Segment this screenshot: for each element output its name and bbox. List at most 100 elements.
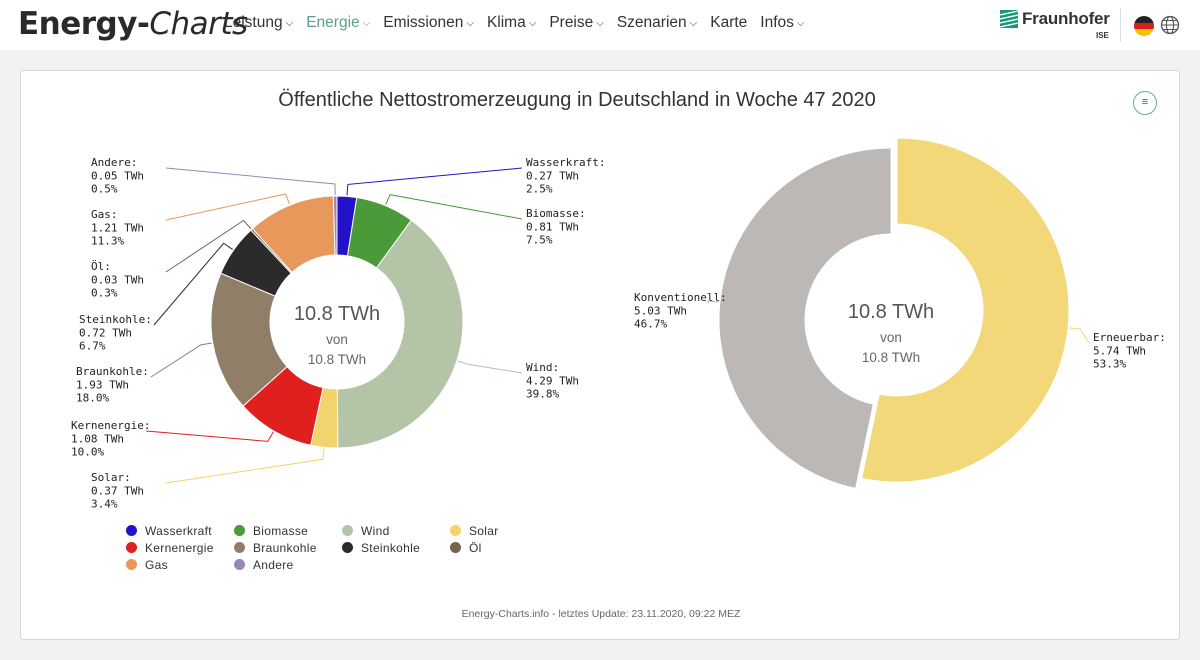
nav-item-szenarien[interactable]: Szenarien ⌵ — [617, 14, 697, 32]
legend-label: Öl — [469, 541, 482, 555]
legend-item-solar[interactable]: Solar — [450, 524, 499, 538]
nav-item-klima[interactable]: Klima ⌵ — [487, 14, 536, 32]
chevron-down-icon: ⌵ — [466, 18, 474, 29]
center-total: 10.8 TWh — [308, 352, 366, 367]
chevron-down-icon: ⌵ — [528, 18, 537, 29]
legend-item-kernenergie[interactable]: Kernenergie — [126, 541, 214, 555]
connector-konventionell — [707, 300, 719, 304]
pie-slice-andere[interactable] — [332, 195, 338, 256]
globe-icon[interactable] — [1160, 15, 1180, 35]
chevron-down-icon: ⌵ — [362, 18, 371, 29]
legend-swatch — [126, 559, 137, 570]
legend-item-wind[interactable]: Wind — [342, 524, 390, 538]
logo-part-charts: Charts — [149, 6, 248, 42]
data-label-line: Solar: — [91, 471, 131, 484]
data-label-line: Braunkohle: — [76, 365, 149, 378]
nav-label: Karte — [710, 14, 748, 31]
fraunhofer-sub: ISE — [1096, 31, 1109, 40]
chevron-down-icon: ⌵ — [689, 18, 698, 29]
legend-swatch — [342, 542, 353, 553]
connector-biomasse — [385, 194, 523, 220]
legend-label: Braunkohle — [253, 541, 317, 555]
legend-swatch — [450, 542, 461, 553]
charts-canvas: Wasserkraft: 0.27 TWh 2.5% Biomasse: 0.81 TW… — [71, 137, 1166, 511]
center-value: 10.8 TWh — [848, 301, 934, 323]
data-label-line: Konventionell: — [634, 291, 727, 304]
data-label-line: 4.29 TWh — [526, 374, 579, 387]
data-label-biomasse: Biomasse: 0.81 TWh 7.5% — [526, 207, 586, 247]
data-label-line: Kernenergie: — [71, 419, 150, 432]
chevron-down-icon: ⌵ — [596, 18, 604, 29]
data-label-line: Biomasse: — [526, 207, 586, 220]
data-label-line: 2.5% — [526, 183, 553, 196]
chevron-down-icon: ⌵ — [796, 18, 805, 29]
logo-part-energy: Energy- — [18, 6, 150, 42]
fraunhofer-logo[interactable]: Fraunhofer ISE — [1000, 9, 1112, 41]
connector-wasserkraft — [346, 167, 523, 196]
legend-item-andere[interactable]: Andere — [234, 558, 294, 572]
nav-item-energie[interactable]: Energie ⌵ — [306, 14, 370, 32]
fraunhofer-mark-icon — [1000, 10, 1018, 28]
data-label-kernenergie: Kernenergie: 1.08 TWh 10.0% — [71, 419, 150, 459]
legend-label: Biomasse — [253, 524, 309, 538]
data-label-line: 0.3% — [91, 287, 118, 300]
data-label-line: Öl: — [91, 260, 111, 273]
data-label-line: 0.27 TWh — [526, 169, 579, 182]
legend-item-oel[interactable]: Öl — [450, 541, 482, 555]
nav-label: Emissionen — [383, 14, 464, 31]
data-label-oel: Öl: 0.03 TWh 0.3% — [91, 260, 144, 300]
legend-label: Solar — [469, 524, 499, 538]
legend-item-wasserkraft[interactable]: Wasserkraft — [126, 524, 212, 538]
data-label-line: 7.5% — [526, 234, 553, 247]
header-divider — [1120, 8, 1121, 42]
data-label-wind: Wind: 4.29 TWh 39.8% — [526, 361, 579, 401]
center-of: von — [880, 330, 902, 345]
data-label-line: 0.81 TWh — [526, 220, 579, 233]
data-label-solar: Solar: 0.37 TWh 3.4% — [91, 471, 144, 511]
nav-item-infos[interactable]: Infos ⌵ — [760, 14, 804, 32]
legend-item-steinkohle[interactable]: Steinkohle — [342, 541, 420, 555]
hamburger-menu-icon[interactable]: ≡ — [1133, 91, 1157, 115]
nav-item-emissionen[interactable]: Emissionen ⌵ — [383, 14, 474, 32]
legend-swatch — [234, 542, 245, 553]
legend-label: Gas — [145, 558, 168, 572]
data-label-wasserkraft: Wasserkraft: 0.27 TWh 2.5% — [526, 156, 605, 196]
center-value: 10.8 TWh — [294, 303, 380, 325]
connector-gas — [165, 193, 291, 221]
legend-item-braunkohle[interactable]: Braunkohle — [234, 541, 317, 555]
pie-slice-wind[interactable] — [336, 219, 464, 449]
connector-solar — [165, 448, 325, 484]
data-label-line: 1.08 TWh — [71, 432, 124, 445]
data-label-line: 53.3% — [1093, 358, 1126, 371]
data-label-line: 5.74 TWh — [1093, 344, 1146, 357]
legend-item-gas[interactable]: Gas — [126, 558, 168, 572]
nav-item-karte[interactable]: Karte — [710, 14, 747, 32]
data-label-line: 3.4% — [91, 498, 118, 511]
nav-label: Infos — [760, 14, 794, 31]
data-label-line: 0.5% — [91, 183, 118, 196]
nav-label: Leistung — [224, 14, 283, 31]
germany-flag-icon[interactable] — [1134, 16, 1154, 36]
legend-item-biomasse[interactable]: Biomasse — [234, 524, 308, 538]
data-label-braunkohle: Braunkohle: 1.93 TWh 18.0% — [76, 365, 149, 405]
legend-label: Wasserkraft — [145, 524, 212, 538]
nav-label: Szenarien — [616, 14, 687, 31]
nav-item-preise[interactable]: Preise ⌵ — [549, 14, 604, 32]
data-label-gas: Gas: 1.21 TWh 11.3% — [91, 208, 144, 248]
nav-item-leistung[interactable]: Leistung ⌵ — [224, 14, 293, 32]
nav-label: Energie — [306, 14, 360, 31]
nav-label: Klima — [486, 14, 526, 31]
nav-label: Preise — [549, 14, 594, 31]
data-label-steinkohle: Steinkohle: 0.72 TWh 6.7% — [79, 313, 152, 353]
data-label-line: 11.3% — [91, 235, 124, 248]
data-label-line: 0.05 TWh — [91, 169, 144, 182]
pie-slice-erneuerbar[interactable] — [861, 137, 1070, 483]
data-label-line: 0.37 TWh — [91, 484, 144, 497]
legend-swatch — [126, 542, 137, 553]
energy-charts-logo[interactable]: Energy-Charts — [18, 4, 248, 44]
center-of: von — [326, 332, 348, 347]
legend-label: Steinkohle — [361, 541, 421, 555]
legend-swatch — [234, 559, 245, 570]
pie-slice-konventionell[interactable] — [718, 147, 892, 489]
data-label-line: 1.21 TWh — [91, 221, 144, 234]
